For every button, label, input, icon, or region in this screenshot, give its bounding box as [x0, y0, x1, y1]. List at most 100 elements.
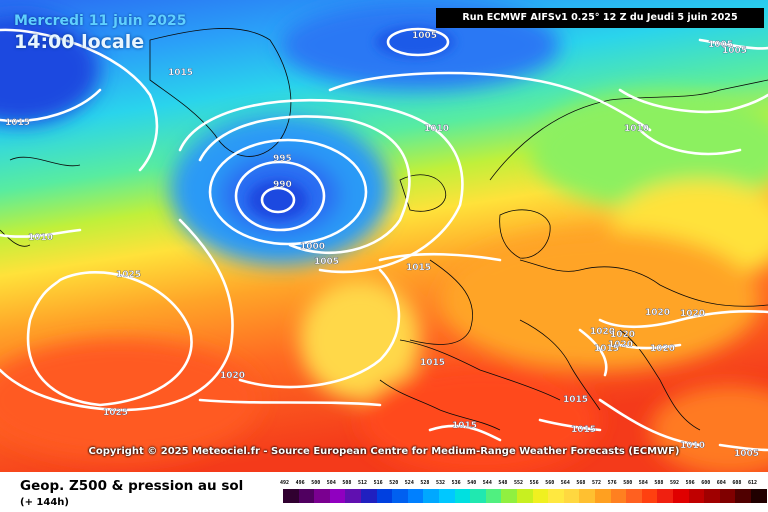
legend-swatch: [314, 489, 330, 503]
isobar-label: 1005: [412, 31, 437, 41]
legend-swatch: [704, 489, 720, 503]
legend-value: 600: [701, 480, 711, 486]
isobar-label: 1015: [563, 395, 588, 405]
forecast-map: 1015 1015 1005 1005 1005 1010 1010 995 9…: [0, 0, 768, 472]
legend-value: 596: [685, 480, 695, 486]
legend-value: 544: [482, 480, 492, 486]
legend-swatch: [688, 489, 705, 503]
isobar-label: 1020: [645, 308, 670, 318]
legend-value: 504: [326, 480, 336, 486]
legend-swatch: [361, 489, 377, 503]
isobar-label: 1015: [594, 344, 619, 354]
isobar-label: 1015: [168, 68, 193, 78]
legend-swatch: [595, 489, 611, 503]
isobar-label: 1020: [590, 327, 615, 337]
legend-value: 508: [342, 480, 352, 486]
legend-swatch: [579, 489, 595, 503]
isobar-label: 1015: [5, 118, 30, 128]
legend-swatch: [392, 489, 408, 503]
isobar-label: 1020: [680, 309, 705, 319]
isobar-label: 1015: [406, 263, 431, 273]
legend-swatch: [454, 489, 471, 503]
isobar-label: 1020: [610, 330, 635, 340]
legend-value: 568: [576, 480, 586, 486]
footer-bar: Geop. Z500 & pression au sol (+ 144h) 49…: [0, 472, 768, 512]
legend-value: 604: [716, 480, 726, 486]
legend-value: 560: [545, 480, 555, 486]
legend-swatch: [626, 489, 642, 503]
legend-swatch: [329, 489, 346, 503]
legend-swatch: [283, 489, 299, 503]
legend-value: 492: [280, 480, 290, 486]
legend-value: 512: [358, 480, 368, 486]
legend-swatch: [548, 489, 564, 503]
legend-swatch: [345, 489, 361, 503]
isobar-label: 1020: [650, 344, 675, 354]
legend-value: 592: [670, 480, 680, 486]
isobar-label: 1025: [116, 270, 141, 280]
legend-value: 576: [607, 480, 617, 486]
copyright-notice: Copyright © 2025 Meteociel.fr - Source E…: [88, 446, 680, 457]
legend-value: 580: [623, 480, 633, 486]
isobar-label: 990: [273, 180, 292, 190]
legend-swatch: [376, 489, 393, 503]
legend-swatch: [517, 489, 533, 503]
legend-swatch: [423, 489, 439, 503]
legend-swatch: [719, 489, 736, 503]
legend-swatch: [563, 489, 580, 503]
legend-value: 608: [732, 480, 742, 486]
legend-value: 532: [436, 480, 446, 486]
legend-swatch: [657, 489, 673, 503]
isobar-label: 995: [273, 154, 292, 164]
isobar-label: 1015: [452, 421, 477, 431]
isobar-label: 1010: [680, 441, 705, 451]
isobar-label: 1005: [722, 46, 747, 56]
legend-swatch: [673, 489, 689, 503]
legend-value: 564: [560, 480, 570, 486]
isobar-label: 1015: [571, 425, 596, 435]
legend-value: 536: [451, 480, 461, 486]
isobar-label: 1015: [420, 358, 445, 368]
legend-value: 528: [420, 480, 430, 486]
legend-swatch: [407, 489, 424, 503]
legend-swatch: [610, 489, 627, 503]
isobar-label: 1025: [103, 408, 128, 418]
isobar-label: 1020: [608, 340, 633, 350]
legend-value: 588: [654, 480, 664, 486]
map-canvas: 1015 1015 1005 1005 1005 1010 1010 995 9…: [0, 0, 768, 472]
isobar-label: 1005: [734, 449, 759, 459]
legend-swatch: [470, 489, 486, 503]
run-info-banner: Run ECMWF AIFSv1 0.25° 12 Z du Jeudi 5 j…: [436, 8, 764, 28]
legend-swatch: [439, 489, 455, 503]
isobar-label-layer: 1015 1015 1005 1005 1005 1010 1010 995 9…: [5, 31, 759, 459]
legend-value: 500: [311, 480, 321, 486]
isobar-label: 1010: [424, 124, 449, 134]
legend-value: 572: [592, 480, 602, 486]
legend-value: 556: [529, 480, 539, 486]
forecast-date: Mercredi 11 juin 2025: [14, 13, 187, 29]
legend-swatch: [298, 489, 315, 503]
legend-value: 552: [514, 480, 524, 486]
coastlines: [0, 28, 768, 431]
lead-time: (+ 144h): [20, 497, 69, 508]
legend-value: 516: [373, 480, 383, 486]
legend-swatch: [641, 489, 658, 503]
forecast-local-time: 14:00 locale: [14, 31, 145, 53]
isobar-label: 1020: [220, 371, 245, 381]
legend-value: 612: [748, 480, 758, 486]
isobar-label: 1000: [300, 242, 325, 252]
legend-value: 496: [295, 480, 305, 486]
legend-value: 524: [404, 480, 414, 486]
isobar-label: 1010: [624, 124, 649, 134]
legend-swatch: [485, 489, 502, 503]
legend-swatch: [532, 489, 549, 503]
legend-value: 548: [498, 480, 508, 486]
field-title: Geop. Z500 & pression au sol: [20, 478, 244, 494]
isobar-label: 1010: [28, 233, 53, 243]
isobar-label: 1005: [314, 257, 339, 267]
legend-value: 540: [467, 480, 477, 486]
legend-swatch: [735, 489, 751, 503]
legend-value: 584: [638, 480, 648, 486]
isobar-label: 1005: [708, 40, 733, 50]
legend-value: 520: [389, 480, 399, 486]
